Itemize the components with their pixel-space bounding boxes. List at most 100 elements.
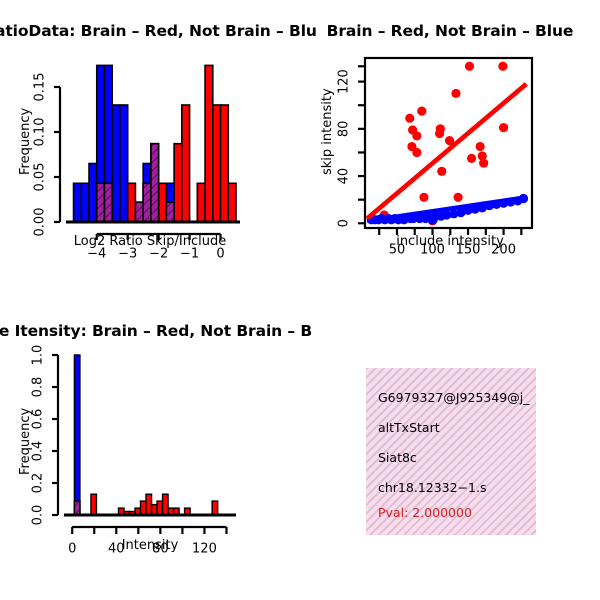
- histogram-bar: [211, 104, 222, 223]
- x-tick-label: 40: [108, 542, 125, 557]
- histogram-bar: [227, 182, 237, 223]
- y-tick-label: 120: [337, 69, 352, 94]
- scatter-point: [451, 88, 461, 99]
- scatter-point: [417, 106, 427, 116]
- y-tick-label: 0.00: [33, 208, 48, 237]
- scatter-point: [412, 147, 422, 158]
- y-tick-label: 0.15: [33, 73, 48, 102]
- scatter-point: [498, 123, 509, 133]
- histogram-bar: [150, 142, 160, 223]
- histogram-bar: [139, 500, 147, 516]
- scatter-point: [464, 61, 475, 71]
- histogram-bar: [95, 182, 106, 223]
- scatter-point: [453, 192, 463, 202]
- histogram-bar: [73, 354, 81, 516]
- histogram-bar: [196, 182, 206, 223]
- panel-intensity-scatter: Brain – Red, Not Brain – Blue skip inten…: [300, 0, 600, 300]
- scatter-point: [506, 197, 516, 207]
- scatter-point: [475, 141, 485, 152]
- histogram-bar: [90, 493, 98, 516]
- y-tick-label: 0.6: [31, 409, 46, 430]
- y-tick-label: 80: [337, 121, 352, 138]
- x-tick-label: −2: [149, 247, 168, 262]
- histogram-bar: [134, 201, 144, 223]
- scatter-point: [518, 193, 529, 204]
- y-tick-label: 0.8: [31, 377, 46, 398]
- histogram-bar: [173, 142, 183, 223]
- intensity-histogram-xlabel: Intensity: [121, 538, 179, 553]
- scatter-point: [435, 128, 445, 139]
- histogram-bar: [72, 182, 83, 223]
- scatter-point: [479, 158, 489, 168]
- histogram-bar: [145, 493, 153, 516]
- plot-frame: [363, 56, 534, 230]
- scatter-point: [442, 210, 452, 220]
- scatter-plot: 0 40 80 120 50 100 150 200: [337, 56, 534, 258]
- histogram-bar: [161, 493, 169, 516]
- event-info-box: G6979327@J925349@j_ altTxStart Siat8c ch…: [366, 368, 536, 535]
- y-tick-label: 0: [337, 219, 352, 227]
- x-tick-label: 0: [216, 247, 224, 262]
- scatter-point: [498, 198, 509, 208]
- histogram-bar: [219, 104, 230, 223]
- x-tick-label: 100: [420, 243, 445, 258]
- scatter-point: [484, 200, 494, 211]
- info-line-id: G6979327@J925349@j_: [378, 390, 530, 405]
- info-line-gene: Siat8c: [378, 450, 417, 465]
- histogram-bar: [181, 104, 191, 223]
- x-tick-label: 150: [456, 243, 481, 258]
- histogram-bar: [157, 182, 168, 223]
- histogram-bar: [150, 503, 158, 516]
- x-tick-label: 80: [152, 542, 169, 557]
- scatter-point: [412, 131, 422, 141]
- ratio-histogram-title: RatioData: Brain – Red, Not Brain – Blu: [0, 22, 317, 40]
- scatter-title: Brain – Red, Not Brain – Blue: [326, 22, 574, 40]
- histogram-bar: [111, 104, 121, 223]
- histogram-bar: [73, 500, 81, 516]
- histogram-bar: [142, 182, 152, 223]
- x-tick-label: −4: [87, 247, 106, 262]
- panel-ratio-histogram: RatioData: Brain – Red, Not Brain – Blu …: [0, 0, 317, 300]
- y-tick-label: 0.4: [31, 441, 46, 462]
- scatter-content: [365, 61, 529, 226]
- regression-line-red-top: [365, 82, 528, 221]
- histogram-bar: [88, 162, 98, 223]
- scatter-point: [444, 136, 455, 146]
- scatter-point: [456, 208, 466, 218]
- scatter-point: [449, 209, 459, 219]
- info-line-event-type: altTxStart: [378, 420, 440, 435]
- scatter-point: [498, 61, 508, 71]
- histogram-bar: [103, 182, 114, 223]
- y-tick-label: 0.2: [31, 473, 46, 494]
- y-tick-label: 1.0: [31, 345, 46, 366]
- scatter-point: [463, 205, 473, 215]
- intensity-histogram-plot: 0.0 0.2 0.4 0.6 0.8 1.0 0 40 80 120: [31, 345, 236, 557]
- ratio-histogram-xlabel: Log2 Ratio Skip/Include: [73, 234, 227, 249]
- x-tick-label: 0: [68, 542, 76, 557]
- x-tick-label: −3: [118, 247, 137, 262]
- y-tick-label: 0.10: [33, 118, 48, 147]
- histogram-bar: [165, 201, 175, 223]
- x-tick-label: 200: [491, 243, 516, 258]
- histogram-bar: [211, 500, 219, 516]
- intensity-histogram-title: ne Itensity: Brain – Red, Not Brain – B: [0, 322, 313, 340]
- histogram-bar: [204, 64, 214, 223]
- scatter-xlabel: include intensity: [396, 234, 504, 249]
- scatter-point: [470, 204, 480, 214]
- x-tick-label: −1: [180, 247, 199, 262]
- scatter-point: [466, 153, 477, 163]
- scatter-point: [405, 113, 415, 123]
- y-tick-label: 0.0: [31, 505, 46, 526]
- scatter-point: [491, 199, 502, 209]
- x-tick-label: 50: [389, 243, 406, 258]
- scatter-point: [477, 151, 487, 161]
- y-tick-label: 40: [337, 168, 352, 185]
- histogram-bar: [156, 500, 164, 516]
- y-tick-label: 0.05: [33, 163, 48, 192]
- histogram-bar: [119, 104, 129, 223]
- panel-intensity-histogram: ne Itensity: Brain – Red, Not Brain – B …: [0, 300, 312, 600]
- scatter-point: [419, 192, 429, 202]
- histogram-bar: [80, 182, 90, 223]
- x-tick-label: 120: [192, 542, 217, 557]
- info-line-pval: Pval: 2.000000: [378, 505, 472, 520]
